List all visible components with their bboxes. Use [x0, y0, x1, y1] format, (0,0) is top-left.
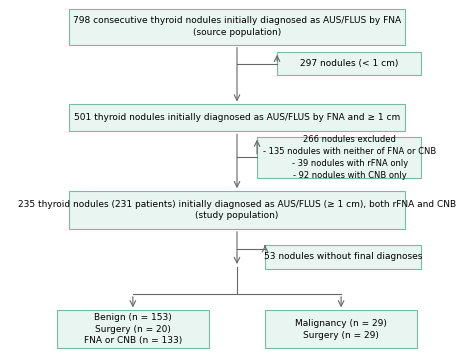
Text: Benign (n = 153)
Surgery (n = 20)
FNA or CNB (n = 133): Benign (n = 153) Surgery (n = 20) FNA or…	[84, 313, 182, 345]
Text: 266 nodules excluded
- 135 nodules with neither of FNA or CNB
- 39 nodules with : 266 nodules excluded - 135 nodules with …	[263, 135, 436, 180]
FancyBboxPatch shape	[69, 191, 405, 229]
FancyBboxPatch shape	[257, 137, 421, 178]
FancyBboxPatch shape	[69, 104, 405, 131]
FancyBboxPatch shape	[277, 52, 421, 75]
Text: 297 nodules (< 1 cm): 297 nodules (< 1 cm)	[300, 59, 398, 68]
Text: 53 nodules without final diagnoses: 53 nodules without final diagnoses	[264, 253, 422, 261]
Text: 798 consecutive thyroid nodules initially diagnosed as AUS/FLUS by FNA
(source p: 798 consecutive thyroid nodules initiall…	[73, 16, 401, 37]
FancyBboxPatch shape	[265, 310, 417, 348]
FancyBboxPatch shape	[265, 245, 421, 269]
FancyBboxPatch shape	[69, 9, 405, 45]
FancyBboxPatch shape	[57, 310, 209, 348]
Text: Malignancy (n = 29)
Surgery (n = 29): Malignancy (n = 29) Surgery (n = 29)	[295, 319, 387, 340]
Text: 235 thyroid nodules (231 patients) initially diagnosed as AUS/FLUS (≥ 1 cm), bot: 235 thyroid nodules (231 patients) initi…	[18, 199, 456, 220]
Text: 501 thyroid nodules initially diagnosed as AUS/FLUS by FNA and ≥ 1 cm: 501 thyroid nodules initially diagnosed …	[74, 113, 400, 122]
